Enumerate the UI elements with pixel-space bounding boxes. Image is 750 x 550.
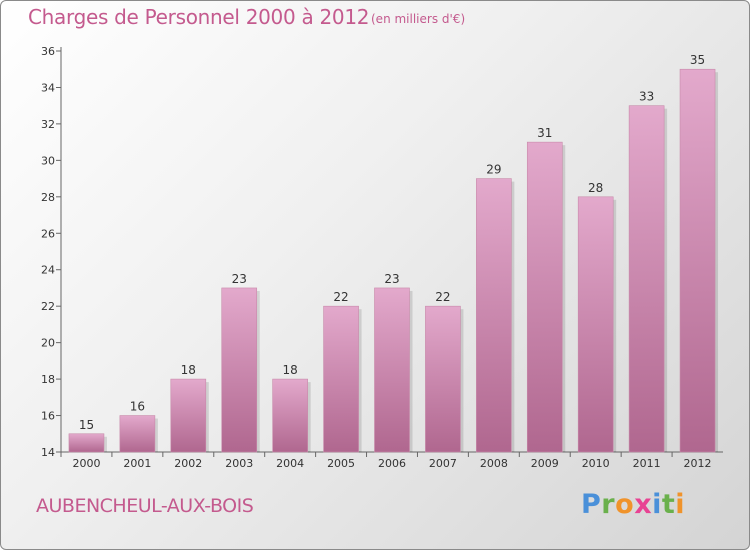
bar-value-label: 29 — [486, 163, 501, 177]
x-tick-label: 2003 — [225, 457, 253, 470]
y-tick-label: 18 — [41, 373, 55, 386]
y-tick-label: 34 — [41, 81, 55, 94]
bar — [68, 433, 105, 453]
logo-letter: t — [661, 489, 676, 520]
bar-value-label: 18 — [283, 363, 298, 377]
proxiti-logo: Proxiti — [581, 489, 685, 520]
x-tick-label: 2012 — [684, 457, 712, 470]
logo-letter: r — [601, 489, 616, 520]
x-tick-label: 2001 — [123, 457, 151, 470]
x-tick-label: 2011 — [633, 457, 661, 470]
bar — [526, 141, 563, 453]
bar — [170, 378, 207, 453]
bar-value-label: 35 — [690, 53, 705, 67]
bar-value-label: 33 — [639, 90, 654, 104]
x-tick-label: 2007 — [429, 457, 457, 470]
bar — [272, 378, 308, 453]
bar-value-label: 22 — [435, 290, 450, 304]
y-tick-label: 32 — [41, 118, 55, 131]
town-name: AUBENCHEUL-AUX-BOIS — [36, 495, 254, 517]
bar — [425, 305, 461, 453]
bar-value-label: 28 — [588, 181, 603, 195]
logo-letter: x — [634, 489, 653, 520]
chart-subtitle: (en milliers d'€) — [371, 12, 466, 26]
logo-letter: i — [675, 489, 686, 520]
bar-value-label: 31 — [537, 126, 552, 140]
bar-value-label: 23 — [232, 272, 247, 286]
x-tick-label: 2004 — [276, 457, 304, 470]
logo-letter: i — [652, 489, 662, 520]
x-tick-label: 2008 — [480, 457, 508, 470]
bar — [476, 178, 512, 453]
y-tick-label: 22 — [41, 300, 55, 313]
bar-value-label: 18 — [181, 363, 196, 377]
x-tick-label: 2000 — [72, 457, 100, 470]
y-tick-label: 28 — [41, 191, 55, 204]
bar — [628, 105, 665, 453]
y-tick-label: 20 — [41, 337, 55, 350]
logo-letter: o — [615, 489, 635, 520]
chart-title: Charges de Personnel 2000 à 2012 — [28, 5, 370, 29]
x-tick-label: 2010 — [582, 457, 610, 470]
y-tick-label: 24 — [41, 264, 55, 277]
bar — [323, 305, 359, 453]
x-tick-label: 2002 — [174, 457, 202, 470]
bar — [221, 287, 258, 453]
bar-value-label: 16 — [130, 400, 145, 414]
y-tick-label: 26 — [41, 227, 55, 240]
y-tick-label: 14 — [41, 446, 55, 459]
bar — [119, 415, 156, 453]
logo-letter: P — [581, 489, 602, 520]
bar — [577, 196, 614, 453]
y-tick-label: 16 — [41, 410, 55, 423]
bar — [679, 68, 716, 453]
bar — [374, 287, 410, 453]
bar-value-label: 22 — [333, 290, 348, 304]
y-tick-label: 36 — [41, 45, 55, 58]
x-tick-label: 2005 — [327, 457, 355, 470]
x-tick-label: 2009 — [531, 457, 559, 470]
bar-value-label: 15 — [79, 418, 94, 432]
bar-value-label: 23 — [384, 272, 399, 286]
x-tick-label: 2006 — [378, 457, 406, 470]
y-tick-label: 30 — [41, 154, 55, 167]
